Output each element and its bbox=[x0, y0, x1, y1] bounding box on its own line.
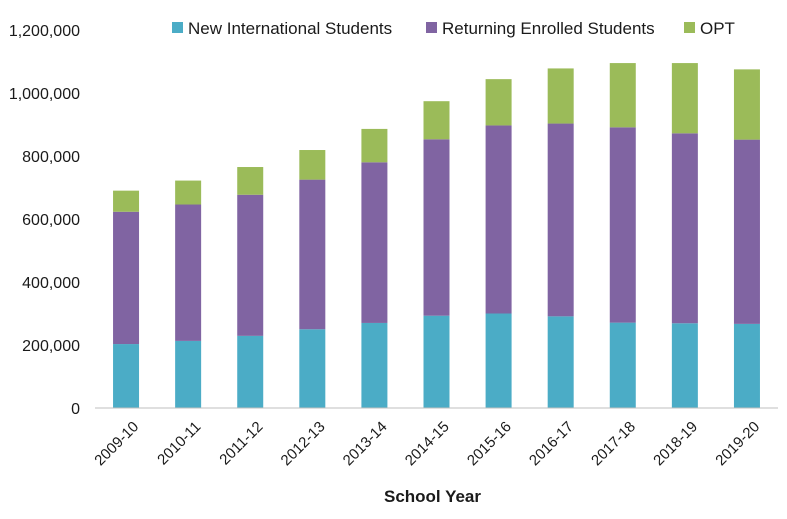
bar-segment bbox=[175, 340, 202, 408]
bar-segment bbox=[423, 315, 450, 408]
bar-segment bbox=[113, 344, 140, 408]
legend-label: OPT bbox=[700, 19, 735, 38]
bar-segment bbox=[609, 63, 636, 128]
x-tick-label: 2011-12 bbox=[216, 418, 266, 468]
bar-segment bbox=[609, 127, 636, 323]
bar-segment bbox=[671, 323, 698, 408]
bar-segment bbox=[423, 101, 450, 140]
legend: New International Students Returning Enro… bbox=[172, 19, 735, 38]
bar-segment bbox=[547, 68, 574, 124]
legend-swatch bbox=[684, 22, 695, 33]
bar-segment bbox=[423, 139, 450, 316]
bar-segment bbox=[113, 211, 140, 345]
y-tick-label: 200,000 bbox=[22, 338, 80, 355]
legend-label: New International Students bbox=[188, 19, 392, 38]
bars bbox=[113, 63, 760, 408]
y-tick-label: 0 bbox=[71, 401, 80, 418]
bar-segment bbox=[671, 63, 698, 134]
y-axis-ticks: 0 200,000 400,000 600,000 800,000 1,000,000 1,… bbox=[9, 23, 80, 418]
legend-item: New International Students bbox=[172, 19, 392, 38]
bar-segment bbox=[609, 322, 636, 408]
bar-segment bbox=[485, 79, 512, 126]
x-tick-label: 2017-18 bbox=[588, 418, 639, 469]
x-tick-label: 2016-17 bbox=[526, 418, 577, 469]
bar-segment bbox=[485, 313, 512, 408]
bar-segment bbox=[733, 69, 760, 140]
x-axis-title: School Year bbox=[384, 487, 481, 506]
y-tick-label: 800,000 bbox=[22, 149, 80, 166]
bar-segment bbox=[547, 123, 574, 317]
x-tick-label: 2019-20 bbox=[712, 418, 763, 469]
legend-item: OPT bbox=[684, 19, 735, 38]
bar-segment bbox=[361, 128, 388, 163]
bar-segment bbox=[113, 190, 140, 212]
bar-segment bbox=[485, 125, 512, 314]
y-tick-label: 1,200,000 bbox=[9, 23, 80, 40]
legend-swatch bbox=[172, 22, 183, 33]
x-tick-label: 2010-11 bbox=[154, 418, 204, 468]
bar-segment bbox=[237, 194, 264, 336]
bar-segment bbox=[237, 335, 264, 408]
bar-segment bbox=[361, 322, 388, 408]
bar-segment bbox=[733, 139, 760, 324]
x-tick-label: 2015-16 bbox=[464, 418, 515, 469]
x-axis-ticks: 2009-10 2010-11 2011-12 2012-13 2013-14 2014-… bbox=[91, 418, 763, 469]
bar-segment bbox=[547, 316, 574, 408]
bar-segment bbox=[237, 167, 264, 195]
x-tick-label: 2009-10 bbox=[91, 418, 142, 469]
legend-swatch bbox=[426, 22, 437, 33]
y-tick-label: 600,000 bbox=[22, 212, 80, 229]
bar-segment bbox=[733, 323, 760, 408]
x-tick-label: 2012-13 bbox=[278, 418, 329, 469]
legend-label: Returning Enrolled Students bbox=[442, 19, 655, 38]
x-tick-label: 2018-19 bbox=[650, 418, 701, 469]
bar-segment bbox=[299, 179, 326, 330]
bar-segment bbox=[175, 204, 202, 341]
bar-segment bbox=[299, 329, 326, 408]
bar-segment bbox=[671, 133, 698, 324]
bar-segment bbox=[175, 180, 202, 205]
x-tick-label: 2013-14 bbox=[340, 418, 391, 469]
y-tick-label: 1,000,000 bbox=[9, 86, 80, 103]
legend-item: Returning Enrolled Students bbox=[426, 19, 655, 38]
bar-segment bbox=[361, 162, 388, 323]
y-tick-label: 400,000 bbox=[22, 275, 80, 292]
x-tick-label: 2014-15 bbox=[402, 418, 453, 469]
bar-segment bbox=[299, 150, 326, 180]
